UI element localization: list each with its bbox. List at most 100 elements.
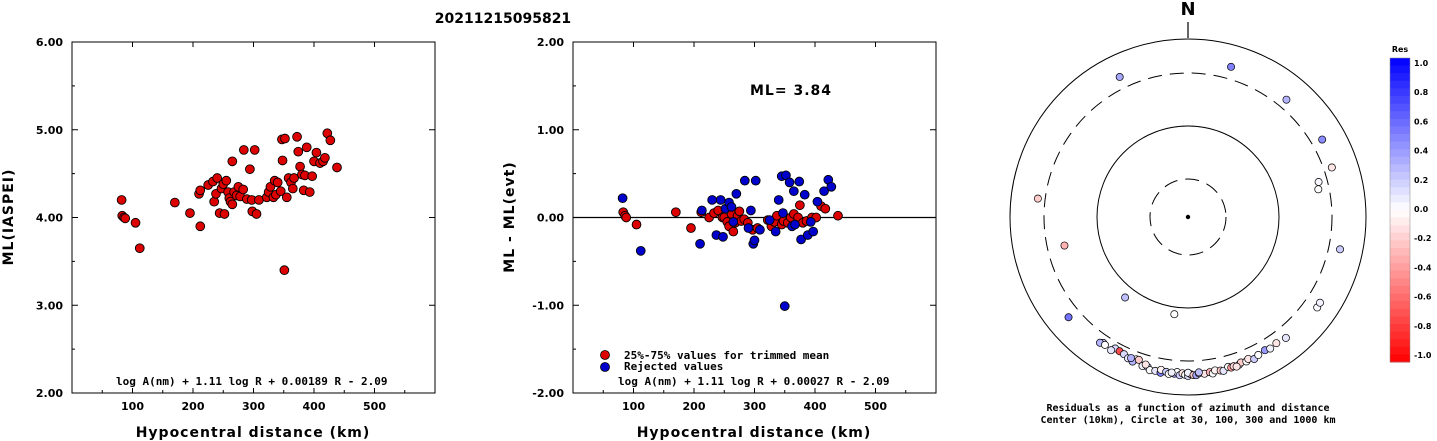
data-point: [325, 135, 336, 146]
colorbar-tick-label: 0.8: [1414, 88, 1429, 97]
colorbar-segment: [1390, 339, 1410, 348]
data-point: [731, 188, 742, 199]
station-point: [1266, 344, 1275, 353]
colorbar-segment: [1390, 111, 1410, 120]
colorbar-segment: [1390, 187, 1410, 196]
data-point: [307, 171, 318, 182]
y-tick-label: 4.00: [36, 212, 63, 225]
station-point: [1121, 293, 1130, 302]
data-point: [749, 235, 760, 246]
colorbar-segment: [1390, 65, 1410, 74]
data-point: [120, 213, 131, 224]
ml-annotation: ML= 3.84: [750, 83, 832, 99]
data-points: [617, 170, 843, 311]
colorbar-segment: [1390, 263, 1410, 272]
x-tick-label: 300: [743, 400, 766, 413]
colorbar-segment: [1390, 217, 1410, 226]
colorbar-frame: [1389, 57, 1411, 363]
data-point: [794, 176, 805, 187]
data-point: [796, 234, 806, 245]
axis-ticks: 100 200 300 400 500 -2.00 -1.00 0.00 1.00 2.00: [532, 36, 936, 413]
data-point: [227, 156, 238, 167]
colorbar-segment: [1390, 88, 1410, 97]
colorbar-segment: [1390, 278, 1410, 287]
caption-line-2: Center (10km), Circle at 30, 100, 300 an…: [1040, 414, 1335, 426]
station-point: [1316, 298, 1324, 307]
data-point: [734, 206, 745, 217]
data-point: [790, 219, 800, 230]
y-tick-label: 5.00: [36, 124, 63, 137]
colorbar-tick-label: -0.2: [1414, 234, 1432, 243]
x-tick-label: 100: [121, 400, 144, 413]
data-point: [272, 177, 283, 188]
data-point: [275, 186, 286, 197]
data-point: [826, 181, 837, 192]
station-points: [1033, 62, 1345, 380]
magnitude-formula: log A(nm) + 1.11 log R + 0.00027 R - 2.0…: [618, 375, 890, 388]
distance-circle-300km: [1043, 72, 1333, 362]
colorbar-segment: [1390, 134, 1410, 143]
data-point: [808, 226, 819, 237]
colorbar-title: Res: [1392, 45, 1409, 54]
data-point: [332, 162, 342, 173]
colorbar: Res 1.0 0.8 0.6 0.4 0.2 0.0 -0.2 -0.4 -0.6 -0.8 -1…: [1389, 45, 1432, 363]
colorbar-segment: [1390, 164, 1410, 173]
colorbar-segment: [1390, 240, 1410, 249]
colorbar-segment: [1390, 354, 1410, 363]
data-point: [697, 205, 707, 216]
colorbar-tick-label: -0.6: [1414, 293, 1432, 302]
data-point: [764, 215, 775, 225]
data-point: [219, 209, 230, 219]
data-point: [746, 205, 756, 216]
data-point: [718, 231, 728, 242]
data-point: [635, 245, 646, 256]
data-point: [743, 223, 754, 233]
station-point: [1107, 346, 1116, 355]
data-point: [750, 175, 761, 186]
station-point: [1318, 135, 1327, 144]
data-point: [686, 223, 696, 233]
data-point: [707, 195, 718, 205]
station-point: [1127, 354, 1135, 362]
data-point: [670, 207, 681, 218]
colorbar-segment: [1390, 202, 1410, 211]
data-point: [755, 224, 765, 235]
station-point: [1167, 368, 1176, 377]
magnitude-formula: log A(nm) + 1.11 log R + 0.00189 R - 2.0…: [116, 375, 388, 388]
station-point: [1327, 163, 1336, 172]
data-points: [116, 128, 342, 276]
y-tick-label: 2.00: [537, 36, 564, 49]
colorbar-tick-label: 0.6: [1414, 117, 1429, 126]
station-point: [1141, 360, 1150, 369]
colorbar-segment: [1390, 172, 1410, 181]
colorbar-tick-label: 0.0: [1414, 205, 1429, 214]
data-point: [695, 238, 705, 249]
colorbar-segment: [1390, 149, 1410, 158]
colorbar-segments: 1.0 0.8 0.6 0.4 0.2 0.0 -0.2 -0.4 -0.6 -0.8 -1.0: [1389, 57, 1432, 363]
colorbar-segment: [1390, 141, 1410, 150]
data-point: [238, 145, 249, 155]
distance-circles: [1009, 38, 1367, 396]
data-point: [195, 221, 206, 232]
colorbar-segment: [1390, 73, 1410, 82]
data-point: [185, 208, 195, 218]
station-point: [1272, 339, 1281, 348]
data-point: [311, 147, 322, 158]
station-point: [1232, 362, 1241, 371]
colorbar-segment: [1390, 126, 1410, 135]
data-point: [221, 175, 232, 186]
station-point: [1033, 194, 1042, 203]
epicenter-dot: [1185, 214, 1191, 220]
colorbar-segment: [1390, 293, 1410, 302]
data-point: [245, 164, 255, 175]
y-axis-label: ML(IASPEI): [1, 169, 17, 266]
colorbar-tick-label: 0.2: [1414, 176, 1428, 185]
station-point: [1115, 72, 1124, 81]
data-point: [728, 217, 739, 227]
station-point: [1281, 333, 1290, 342]
colorbar-segment: [1390, 103, 1410, 112]
data-point: [170, 197, 180, 208]
legend-label-trimmed: 25%-75% values for trimmed mean: [624, 349, 829, 362]
data-point: [631, 219, 642, 230]
data-point: [773, 195, 784, 205]
